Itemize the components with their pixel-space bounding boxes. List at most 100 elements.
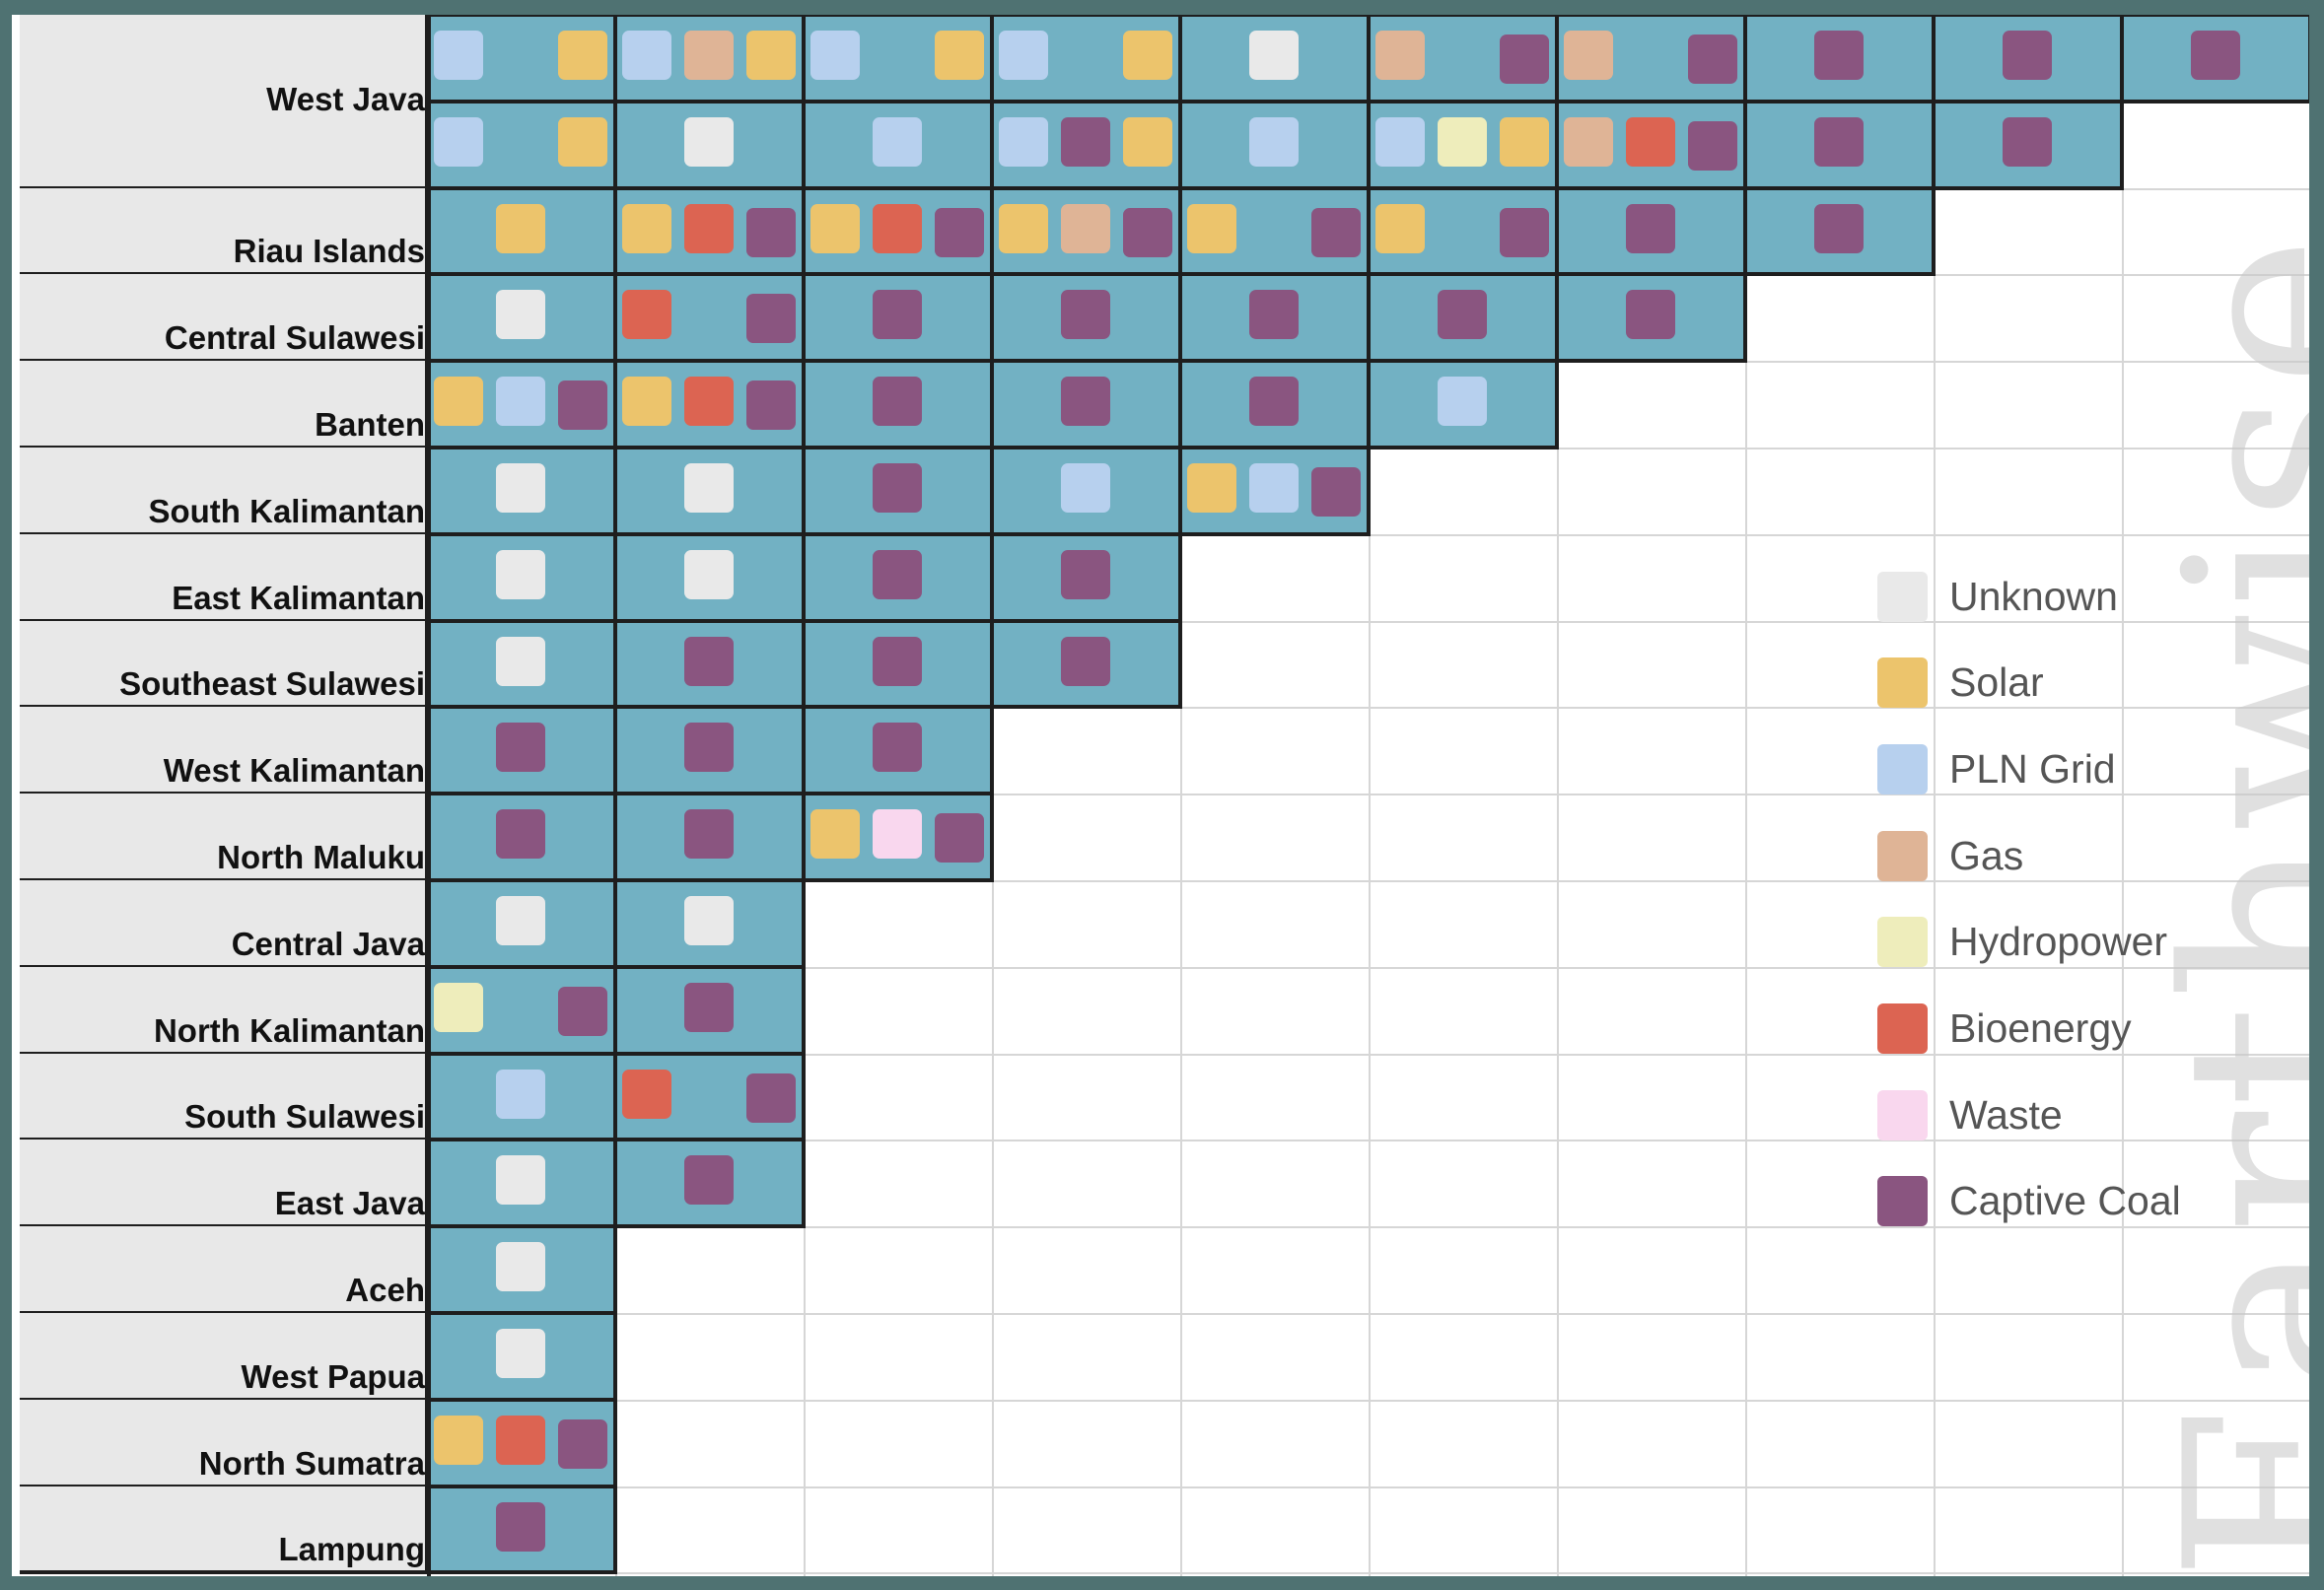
- solar-marker: [434, 377, 483, 427]
- province-year-cell: [1367, 99, 1559, 190]
- solar-marker: [1123, 31, 1172, 80]
- province-year-cell: [990, 446, 1182, 536]
- legend-label: Captive Coal: [1949, 1178, 2181, 1224]
- unknown-marker: [496, 549, 545, 599]
- pln-marker: [810, 31, 860, 80]
- solar-marker: [746, 31, 796, 80]
- legend-item-hydro: Hydropower: [1877, 913, 2167, 972]
- coal-marker: [935, 813, 984, 864]
- province-year-cell: [2120, 15, 2309, 104]
- solar-marker: [999, 203, 1048, 253]
- legend-item-coal: Captive Coal: [1877, 1172, 2181, 1231]
- province-year-cell: [802, 99, 994, 190]
- coal-marker: [2191, 31, 2240, 80]
- province-label: Riau Islands: [20, 187, 427, 277]
- province-year-cell: [1367, 15, 1559, 104]
- coal-marker: [1311, 467, 1361, 517]
- province-year-cell: [613, 15, 806, 104]
- coal-marker: [1311, 207, 1361, 257]
- grid-line-horizontal: [427, 794, 2309, 796]
- legend-label: Hydropower: [1949, 919, 2168, 965]
- province-year-cell: [990, 531, 1182, 623]
- coal-marker: [1500, 35, 1549, 84]
- coal-marker: [496, 1501, 545, 1552]
- coal-marker: [873, 290, 922, 340]
- province-year-cell: [802, 446, 994, 536]
- legend-swatch: [1877, 657, 1928, 709]
- coal-marker: [1061, 290, 1110, 340]
- solar-marker: [622, 203, 671, 253]
- province-year-cell: [425, 1224, 617, 1315]
- gas-marker: [1564, 116, 1613, 167]
- bio-marker: [684, 377, 734, 427]
- coal-marker: [1438, 290, 1487, 340]
- solar-marker: [1187, 463, 1236, 513]
- province-year-cell: [802, 359, 994, 449]
- province-year-cell: [990, 272, 1182, 364]
- province-year-cell: [613, 964, 806, 1056]
- province-year-cell: [425, 446, 617, 536]
- coal-marker: [1814, 31, 1864, 80]
- province-year-cell: [425, 15, 617, 104]
- province-year-cell: [802, 185, 994, 277]
- province-year-cell: [425, 1311, 617, 1402]
- chart-frame: Earthwise West Java Riau Islands Central S…: [12, 15, 2309, 1576]
- legend-swatch: [1877, 917, 1928, 968]
- coal-marker: [873, 377, 922, 427]
- coal-marker: [2003, 116, 2052, 167]
- legend-label: Gas: [1949, 832, 2024, 878]
- pln-marker: [1249, 116, 1299, 167]
- province-year-cell: [990, 185, 1182, 277]
- unknown-marker: [684, 549, 734, 599]
- grid-line-horizontal: [427, 966, 2309, 969]
- province-year-cell: [425, 1138, 617, 1229]
- province-year-cell: [425, 964, 617, 1056]
- province-year-cell: [425, 1484, 617, 1575]
- coal-marker: [684, 982, 734, 1032]
- solar-marker: [810, 203, 860, 253]
- province-year-cell: [1178, 446, 1371, 536]
- province-year-cell: [1743, 15, 1936, 104]
- province-year-cell: [802, 15, 994, 104]
- province-year-cell: [613, 618, 806, 710]
- waste-marker: [873, 809, 922, 860]
- solar-marker: [558, 116, 607, 167]
- legend-label: Solar: [1949, 659, 2044, 706]
- legend-label: Bioenergy: [1949, 1005, 2132, 1051]
- province-year-cell: [990, 15, 1182, 104]
- gas-marker: [1061, 203, 1110, 253]
- province-label: North Kalimantan: [20, 966, 427, 1056]
- earthwise-watermark-logo: Earthwise: [2132, 231, 2309, 1576]
- pln-marker: [434, 31, 483, 80]
- gas-marker: [1564, 31, 1613, 80]
- unknown-marker: [684, 116, 734, 167]
- coal-marker: [873, 636, 922, 686]
- province-year-cell: [1932, 99, 2124, 190]
- province-label: South Kalimantan: [20, 448, 427, 536]
- province-label: Central Java: [20, 880, 427, 969]
- coal-marker: [1061, 377, 1110, 427]
- coal-marker: [1688, 35, 1737, 84]
- grid-line-horizontal: [427, 1399, 2309, 1402]
- legend-swatch: [1877, 830, 1928, 881]
- legend-swatch: [1877, 1089, 1928, 1141]
- province-year-cell: [1555, 185, 1747, 277]
- solar-marker: [558, 31, 607, 80]
- legend-swatch: [1877, 571, 1928, 622]
- coal-marker: [1626, 290, 1675, 340]
- province-year-cell: [425, 878, 617, 969]
- province-label: East Java: [20, 1140, 427, 1229]
- province-year-cell: [1178, 15, 1371, 104]
- bio-marker: [622, 1069, 671, 1119]
- pln-marker: [999, 116, 1048, 167]
- province-year-cell: [613, 531, 806, 623]
- solar-marker: [810, 809, 860, 860]
- province-year-cell: [802, 618, 994, 710]
- province-year-cell: [425, 99, 617, 190]
- grid-line-horizontal: [427, 620, 2309, 623]
- province-year-cell: [425, 531, 617, 623]
- pln-marker: [1438, 377, 1487, 427]
- coal-marker: [496, 809, 545, 860]
- legend-swatch: [1877, 1003, 1928, 1054]
- legend-item-waste: Waste: [1877, 1085, 2063, 1144]
